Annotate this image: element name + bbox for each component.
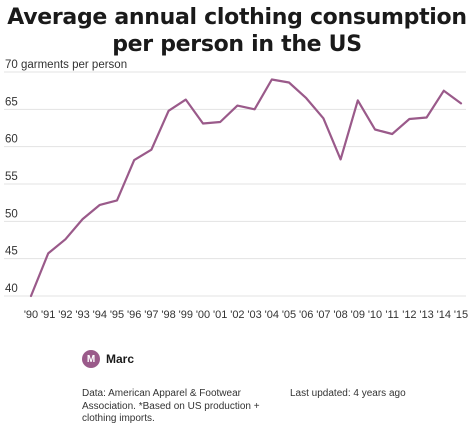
series-lines <box>29 78 463 298</box>
x-tick-label: '10 <box>368 309 382 321</box>
x-tick-label: '91 <box>41 309 55 321</box>
y-tick-label: 40 <box>5 283 18 295</box>
author-avatar[interactable]: M <box>82 350 100 368</box>
y-tick-label: 65 <box>5 96 18 108</box>
x-tick-label: '90 <box>24 309 38 321</box>
x-tick-label: '98 <box>161 309 175 321</box>
x-tick-label: '95 <box>110 309 124 321</box>
y-axis-ticks: 70 garments per person 65 60 55 50 45 40 <box>5 59 127 295</box>
author[interactable]: M Marc <box>82 349 134 369</box>
x-tick-label: '08 <box>333 309 347 321</box>
x-tick-label: '02 <box>230 309 244 321</box>
y-tick-label: 60 <box>5 134 18 146</box>
x-tick-label: '03 <box>247 309 261 321</box>
data-source-note: Data: American Apparel & Footwear Associ… <box>82 388 260 424</box>
series-line <box>29 78 463 298</box>
x-tick-label: '13 <box>419 309 433 321</box>
y-tick-label: 55 <box>5 171 18 183</box>
x-axis-ticks: '90'91'92'93'94'95'96'97'98'99'00'01'02 '… <box>24 309 468 321</box>
y-tick-label: 50 <box>5 208 18 220</box>
y-tick-label: 70 garments per person <box>5 59 127 71</box>
x-tick-label: '93 <box>75 309 89 321</box>
y-tick-label: 45 <box>5 246 18 258</box>
x-tick-label: '00 <box>196 309 210 321</box>
x-tick-label: '11 <box>385 309 399 321</box>
grid-lines <box>4 71 466 297</box>
last-updated: Last updated: 4 years ago <box>290 388 406 399</box>
x-tick-label: '99 <box>179 309 193 321</box>
x-tick-label: '07 <box>316 309 330 321</box>
x-tick-label: '05 <box>282 309 296 321</box>
x-tick-label: '01 <box>213 309 227 321</box>
x-tick-label: '04 <box>265 309 279 321</box>
x-tick-label: '12 <box>402 309 416 321</box>
x-tick-label: '15 <box>454 309 468 321</box>
x-tick-label: '06 <box>299 309 313 321</box>
author-name[interactable]: Marc <box>106 352 135 366</box>
x-tick-label: '94 <box>93 309 107 321</box>
x-tick-label: '09 <box>351 309 365 321</box>
x-tick-label: '14 <box>437 309 451 321</box>
x-tick-label: '92 <box>58 309 72 321</box>
x-tick-label: '97 <box>144 309 158 321</box>
x-tick-label: '96 <box>127 309 141 321</box>
chart-title: Average annual clothing consumption per … <box>7 5 467 57</box>
